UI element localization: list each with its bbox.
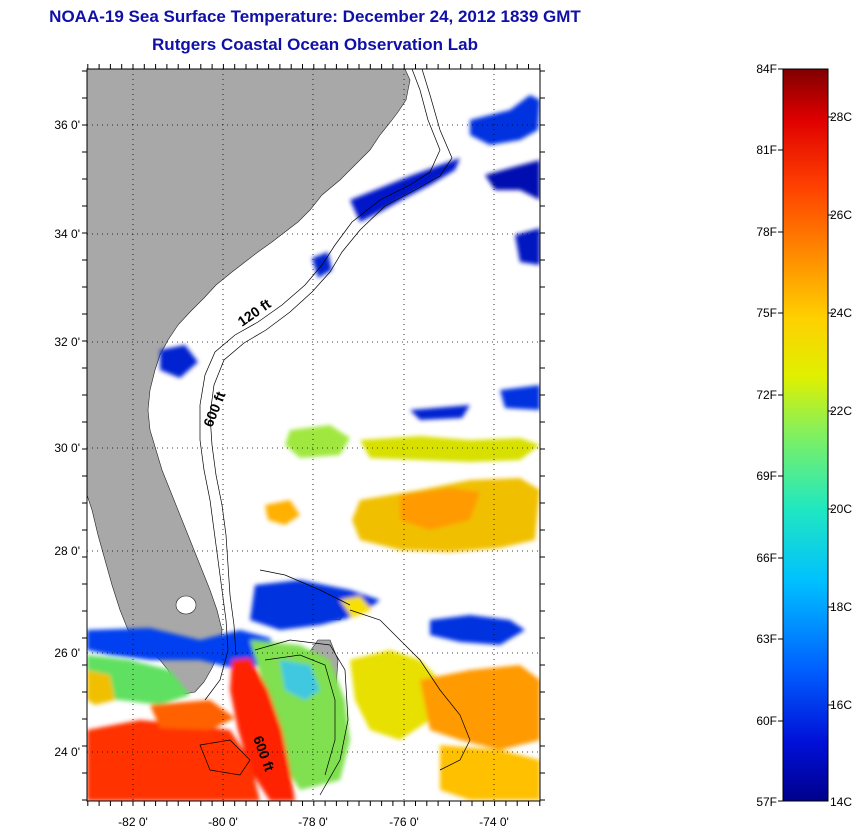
lon-label-74: -74 0' xyxy=(479,815,509,829)
bathymetry-contours xyxy=(199,69,471,796)
colorbar-f-label-84: 84F xyxy=(756,62,777,76)
colorbar-f-label-63: 63F xyxy=(756,632,777,646)
lat-label-30: 30 0' xyxy=(54,441,80,455)
lon-label-76: -76 0' xyxy=(389,815,419,829)
map-tick-marks xyxy=(82,64,545,806)
colorbar-c-label-16: 16C xyxy=(830,698,853,712)
map-gridlines xyxy=(87,69,540,801)
lake-okeechobee xyxy=(175,595,197,615)
colorbar xyxy=(782,68,829,802)
colorbar-c-label-22: 22C xyxy=(830,404,853,418)
lon-label-78: -78 0' xyxy=(298,815,328,829)
chart-title: NOAA-19 Sea Surface Temperature: Decembe… xyxy=(49,7,581,26)
lon-label-82: -82 0' xyxy=(118,815,148,829)
colorbar-c-label-24: 24C xyxy=(830,306,853,320)
lat-label-36: 36 0' xyxy=(54,118,80,132)
colorbar-f-label-78: 78F xyxy=(756,225,777,239)
chart-subtitle: Rutgers Coastal Ocean Observation Lab xyxy=(152,35,478,54)
lat-label-24: 24 0' xyxy=(54,745,80,759)
lat-label-26: 26 0' xyxy=(54,646,80,660)
lat-label-28: 28 0' xyxy=(54,544,80,558)
colorbar-f-label-72: 72F xyxy=(756,388,777,402)
colorbar-f-label-75: 75F xyxy=(756,306,777,320)
lat-label-34: 34 0' xyxy=(54,227,80,241)
colorbar-tick-marks xyxy=(778,68,833,802)
colorbar-f-label-60: 60F xyxy=(756,714,777,728)
lon-label-80: -80 0' xyxy=(208,815,238,829)
colorbar-f-label-57: 57F xyxy=(756,795,777,809)
colorbar-c-label-28: 28C xyxy=(830,110,853,124)
colorbar-c-label-14: 14C xyxy=(830,795,853,809)
colorbar-f-label-66: 66F xyxy=(756,551,777,565)
sst-data-swaths xyxy=(87,95,540,801)
colorbar-c-label-18: 18C xyxy=(830,600,853,614)
colorbar-c-label-26: 26C xyxy=(830,208,853,222)
colorbar-c-label-20: 20C xyxy=(830,502,853,516)
colorbar-f-label-69: 69F xyxy=(756,469,777,483)
lat-label-32: 32 0' xyxy=(54,335,80,349)
colorbar-f-label-81: 81F xyxy=(756,143,777,157)
